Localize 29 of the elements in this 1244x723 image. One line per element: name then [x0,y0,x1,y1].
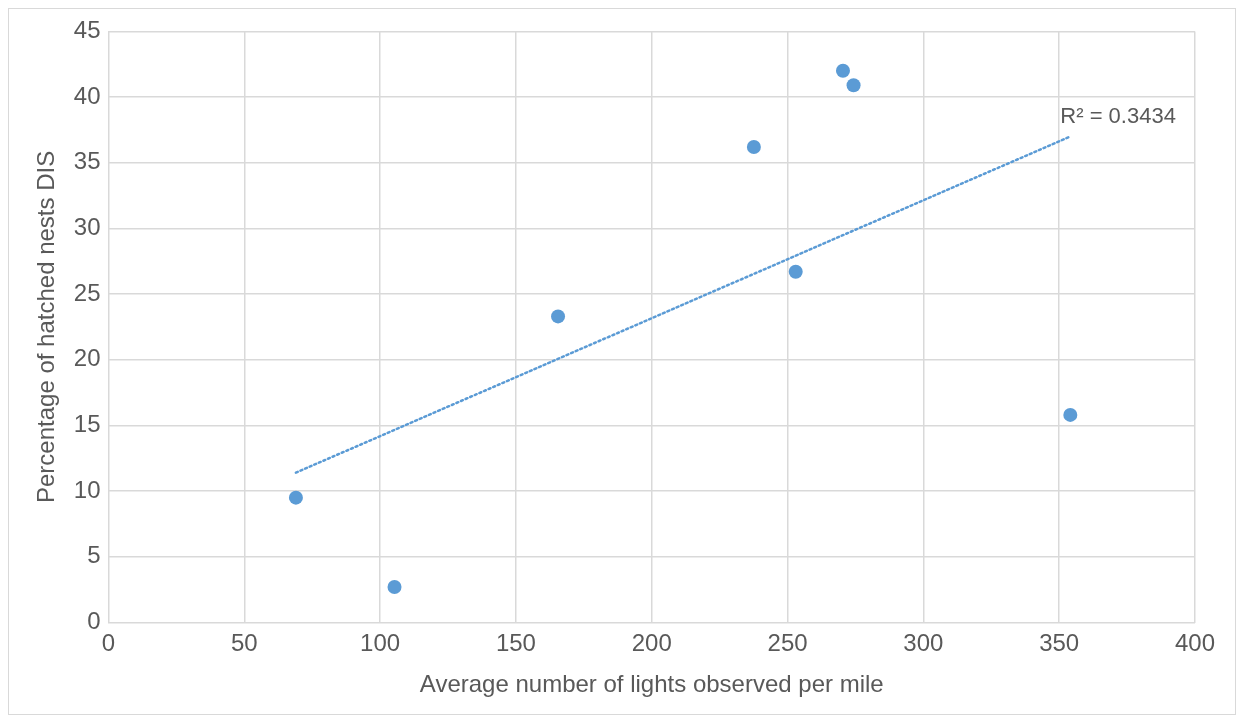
point [288,490,303,505]
y-tick-label: 25 [73,278,101,306]
x-tick-label: 350 [1039,629,1080,657]
y-tick-label: 5 [87,541,101,569]
point [846,78,861,93]
x-axis-title: Average number of lights observed per mile [419,670,884,698]
y-tick-label: 15 [73,410,101,438]
y-tick-label: 10 [73,475,101,503]
point [1063,407,1078,422]
y-tick-label: 45 [73,16,101,44]
y-tick-label: 20 [73,344,101,372]
x-tick-label: 400 [1174,629,1216,657]
x-tick-label: 200 [631,629,672,657]
annotation: R² = 0.3434 [1060,102,1176,128]
x-tick-label: 250 [767,629,808,657]
point [835,63,850,78]
x-tick-label: 50 [230,629,258,657]
x-tick-label: 100 [360,629,401,657]
y-axis-title: Percentage of hatched nests DIS [32,150,60,504]
y-tick-label: 40 [73,81,101,109]
y-tick-label: 0 [87,607,101,635]
y-tick-label: 30 [73,213,101,241]
point [387,579,402,594]
x-tick-label: 300 [903,629,944,657]
point [788,264,803,279]
y-tick-label: 35 [73,147,101,175]
point [551,309,566,324]
point [746,139,761,154]
x-tick-label: 150 [495,629,536,657]
